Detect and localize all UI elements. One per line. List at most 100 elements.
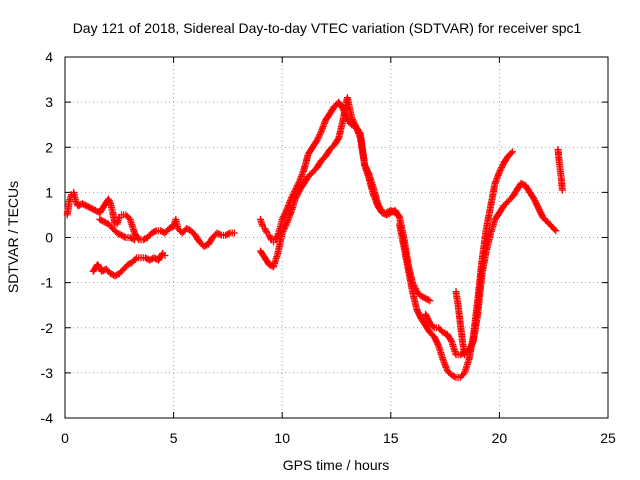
data-point: [266, 233, 274, 241]
data-point: [348, 114, 356, 122]
data-point: [531, 197, 539, 205]
data-point: [396, 213, 403, 221]
data-point: [498, 162, 506, 170]
data-point: [280, 211, 288, 219]
data-point: [537, 210, 545, 218]
y-tick-label: -4: [41, 410, 54, 426]
data-point: [129, 235, 137, 243]
data-point: [293, 192, 301, 200]
y-tick-label: 1: [45, 184, 53, 200]
data-point: [105, 197, 113, 205]
data-point: [442, 363, 450, 371]
data-point: [262, 228, 270, 235]
data-point: [281, 209, 289, 217]
data-point: [104, 195, 112, 203]
y-tick-label: 3: [45, 94, 53, 110]
data-point: [282, 222, 290, 229]
data-point: [286, 212, 294, 220]
axis-ticks: 0 5 10 15 20 25 -4 -3 -2 -1 0 1 2 3 4: [41, 49, 616, 446]
data-point: [423, 313, 431, 321]
data-point: [535, 206, 543, 214]
y-tick-label: -3: [41, 365, 54, 381]
data-point: [317, 129, 325, 137]
data-point: [282, 208, 290, 216]
data-point: [364, 167, 372, 175]
data-point: [469, 339, 477, 347]
data-point: [351, 120, 359, 128]
data-point: [424, 316, 432, 324]
data-point: [151, 228, 159, 235]
y-axis-label: SDTVAR / TECUs: [5, 181, 21, 293]
x-tick-label: 10: [274, 430, 290, 446]
data-point: [158, 251, 166, 259]
data-point: [432, 337, 440, 345]
data-point: [530, 195, 538, 203]
data-point: [374, 200, 382, 208]
data-point: [262, 226, 269, 234]
data-point: [261, 225, 269, 232]
data-point: [291, 195, 299, 203]
data-point: [349, 117, 357, 125]
data-point: [216, 231, 224, 238]
data-point: [447, 336, 455, 344]
data-point: [497, 165, 505, 173]
series-7: [422, 179, 560, 359]
data-point: [536, 207, 544, 215]
data-point: [507, 149, 515, 157]
series-8: [452, 288, 469, 359]
data-point: [552, 227, 560, 235]
y-tick-label: -2: [41, 320, 54, 336]
series-2: [89, 249, 169, 280]
x-tick-label: 20: [492, 430, 508, 446]
data-point: [230, 229, 238, 237]
series-3: [96, 215, 138, 244]
data-point: [280, 225, 288, 232]
data-point: [225, 230, 233, 238]
data-point: [120, 233, 128, 241]
data-point: [334, 136, 342, 144]
data-point: [375, 201, 382, 209]
data-point: [293, 191, 301, 199]
data-point: [498, 164, 506, 172]
data-point: [279, 214, 287, 222]
data-point: [106, 198, 114, 206]
data-point: [451, 373, 458, 381]
data-point: [161, 252, 169, 259]
data-point: [292, 194, 300, 202]
series-1: [63, 188, 238, 250]
data-point: [461, 351, 469, 359]
y-tick-label: 0: [45, 230, 53, 246]
data-point: [319, 124, 326, 132]
data-point: [535, 204, 542, 212]
data-point: [283, 220, 290, 228]
x-tick-label: 25: [600, 430, 616, 446]
y-tick-label: -1: [41, 275, 54, 291]
data-point: [281, 223, 289, 231]
data-point: [534, 203, 542, 211]
x-tick-label: 15: [383, 430, 399, 446]
data-point: [466, 345, 474, 353]
data-point: [315, 132, 323, 140]
series-5: [257, 94, 403, 271]
data-point: [414, 307, 422, 315]
data-point: [496, 167, 504, 175]
data-point: [278, 229, 286, 237]
data-point: [532, 200, 540, 208]
data-point: [363, 166, 371, 174]
data-point: [364, 169, 372, 177]
data-point: [279, 228, 287, 235]
data-point: [280, 226, 288, 234]
x-axis-label: GPS time / hours: [283, 457, 390, 473]
data-point: [356, 128, 363, 136]
data-point: [361, 161, 369, 169]
data-point: [532, 198, 540, 206]
data-point: [424, 315, 432, 323]
y-tick-label: 2: [45, 139, 53, 155]
data-point: [550, 225, 558, 233]
data-point: [265, 231, 273, 239]
data-point: [348, 115, 356, 123]
data-point: [429, 322, 437, 330]
data-point: [280, 212, 288, 220]
data-point: [316, 131, 324, 138]
